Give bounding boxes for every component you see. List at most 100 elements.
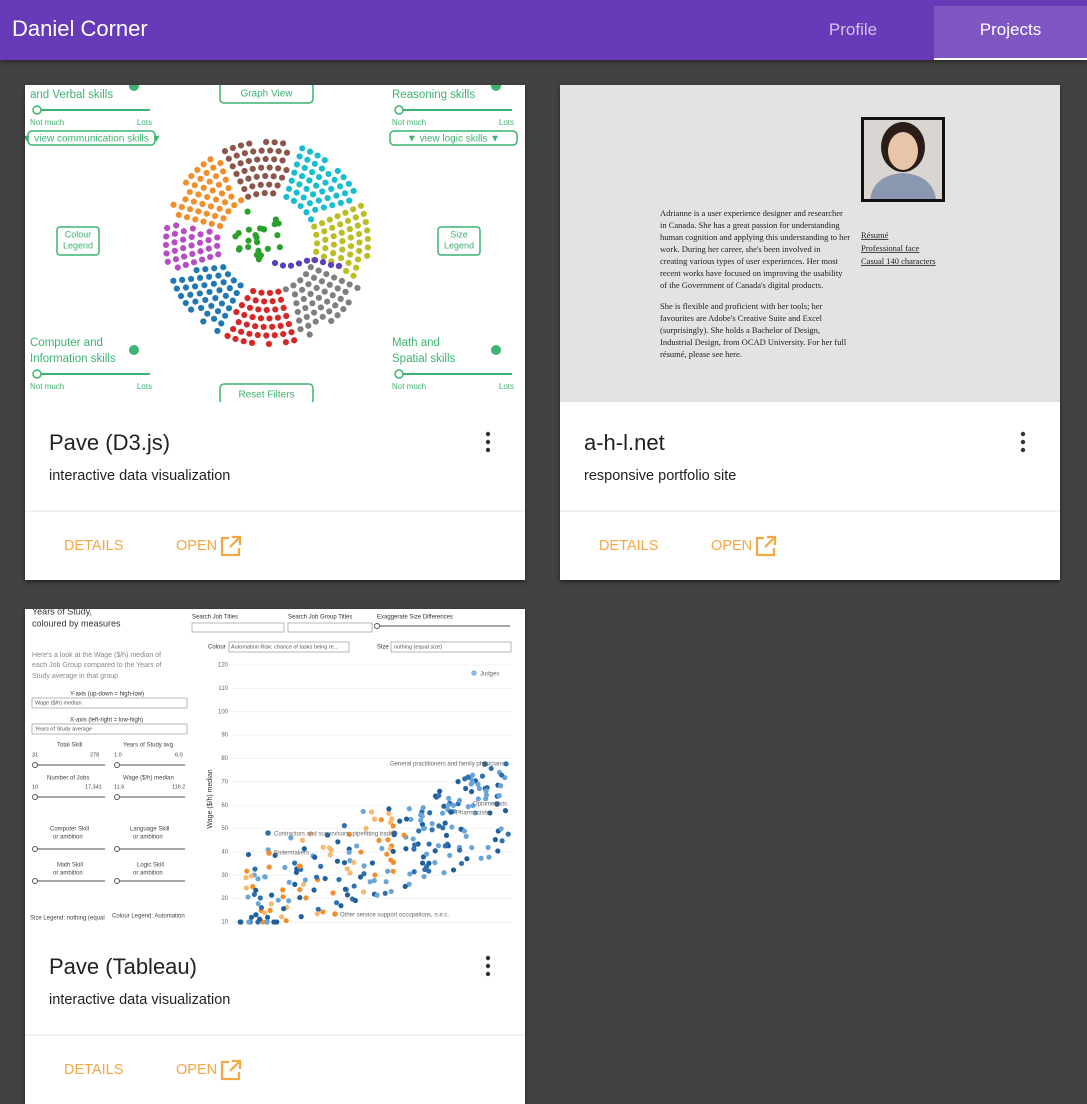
slider-thumb[interactable] xyxy=(114,878,120,884)
scatter-dot xyxy=(390,868,396,874)
open-button[interactable]: OPEN xyxy=(711,538,752,554)
dot xyxy=(260,323,267,331)
input-box[interactable] xyxy=(228,641,350,653)
annotation: Optometrists xyxy=(473,802,507,808)
dot xyxy=(238,197,245,204)
dot xyxy=(364,227,371,234)
slider-thumb[interactable] xyxy=(394,105,404,115)
input-box[interactable] xyxy=(390,641,512,653)
dot xyxy=(271,259,279,267)
dot xyxy=(313,248,320,255)
dot xyxy=(313,231,320,238)
dot xyxy=(163,250,170,257)
bio-link[interactable]: Casual 140 characters xyxy=(861,256,936,266)
scatter-dot xyxy=(402,883,408,890)
dot xyxy=(337,183,344,190)
open-button[interactable]: OPEN xyxy=(176,538,217,554)
dot xyxy=(329,224,336,231)
panel-text: Math Skill xyxy=(57,863,83,869)
card-subtitle: interactive data visualization xyxy=(49,992,230,1008)
details-button[interactable]: DETAILS xyxy=(64,538,123,554)
scatter-dot xyxy=(303,895,309,901)
dot xyxy=(209,187,216,194)
input-box[interactable] xyxy=(31,697,188,709)
open-icon[interactable] xyxy=(220,535,242,557)
dot xyxy=(224,271,232,278)
dot xyxy=(188,233,195,241)
slider-thumb[interactable] xyxy=(32,762,38,768)
dot xyxy=(293,300,300,307)
dot xyxy=(263,306,270,314)
slider-thumb[interactable] xyxy=(32,794,38,800)
dot xyxy=(364,244,372,251)
scatter-dot xyxy=(435,843,442,849)
dot xyxy=(311,223,318,230)
menu-button[interactable] xyxy=(1020,431,1026,453)
dot xyxy=(171,239,178,246)
dot xyxy=(357,202,365,209)
slider-thumb[interactable] xyxy=(32,878,38,884)
scatter-dot xyxy=(352,897,359,904)
dot xyxy=(253,173,260,180)
dot xyxy=(274,232,281,239)
dot xyxy=(215,181,223,188)
bio-link[interactable]: Résumé xyxy=(861,230,889,240)
panel-text: or ambition xyxy=(53,871,83,877)
panel-text: Exaggerate Size Differences xyxy=(377,615,453,621)
dot xyxy=(212,212,219,220)
slider-thumb[interactable] xyxy=(114,794,120,800)
dot xyxy=(344,217,352,224)
dot xyxy=(298,286,306,293)
slider-thumb[interactable] xyxy=(32,105,42,115)
details-button[interactable]: DETAILS xyxy=(599,538,658,554)
slider-thumb[interactable] xyxy=(394,369,404,379)
tab[interactable]: Profile xyxy=(828,20,878,39)
dot xyxy=(315,267,322,274)
legend-button-label: Legend xyxy=(444,240,474,250)
input-box[interactable] xyxy=(31,723,188,735)
open-button[interactable]: OPEN xyxy=(176,1062,217,1078)
scatter-dot xyxy=(262,874,268,880)
dot xyxy=(196,274,204,281)
graph-view-button[interactable] xyxy=(219,85,314,104)
tab-active[interactable]: Projects xyxy=(934,6,1087,60)
slider-thumb[interactable] xyxy=(32,846,38,852)
open-icon[interactable] xyxy=(220,1059,242,1081)
input-box[interactable] xyxy=(191,622,285,633)
y-tick-label: 110 xyxy=(218,686,228,692)
open-icon[interactable] xyxy=(755,535,777,557)
scatter-dot xyxy=(442,843,448,849)
dot xyxy=(328,185,335,192)
view-skills-button[interactable] xyxy=(389,130,518,146)
menu-button[interactable] xyxy=(485,955,491,977)
dot xyxy=(253,239,261,246)
panel-text: Colour Legend: Automation xyxy=(112,914,185,920)
bio-line: Industrial Design, from OCAD University.… xyxy=(660,337,847,347)
dot xyxy=(235,246,243,253)
slider-thumb[interactable] xyxy=(374,623,380,629)
bio-link[interactable]: Professional face xyxy=(861,243,920,253)
slider-thumb[interactable] xyxy=(32,369,42,379)
input-box[interactable] xyxy=(287,622,373,633)
scatter-dot xyxy=(320,844,326,850)
legend-button[interactable] xyxy=(56,226,100,256)
y-tick-label: 30 xyxy=(221,873,228,879)
menu-button[interactable] xyxy=(485,431,491,453)
dot xyxy=(246,140,253,147)
reset-filters-button[interactable] xyxy=(219,383,314,404)
scatter-dot xyxy=(269,892,275,898)
dot xyxy=(331,176,338,183)
dot xyxy=(218,190,226,197)
menu-dot xyxy=(485,447,491,453)
view-skills-button-label: ▼ view communication skills ▼ xyxy=(25,134,161,145)
view-skills-button[interactable] xyxy=(27,130,156,146)
dot xyxy=(258,289,265,296)
details-button[interactable]: DETAILS xyxy=(64,1062,123,1078)
skill-title: Computer and xyxy=(30,337,103,349)
scatter-dot xyxy=(419,860,426,866)
scatter-dot xyxy=(488,765,494,772)
slider-thumb[interactable] xyxy=(114,846,120,852)
legend-button[interactable] xyxy=(437,226,481,256)
slider-thumb[interactable] xyxy=(114,762,120,768)
dot xyxy=(216,222,224,230)
